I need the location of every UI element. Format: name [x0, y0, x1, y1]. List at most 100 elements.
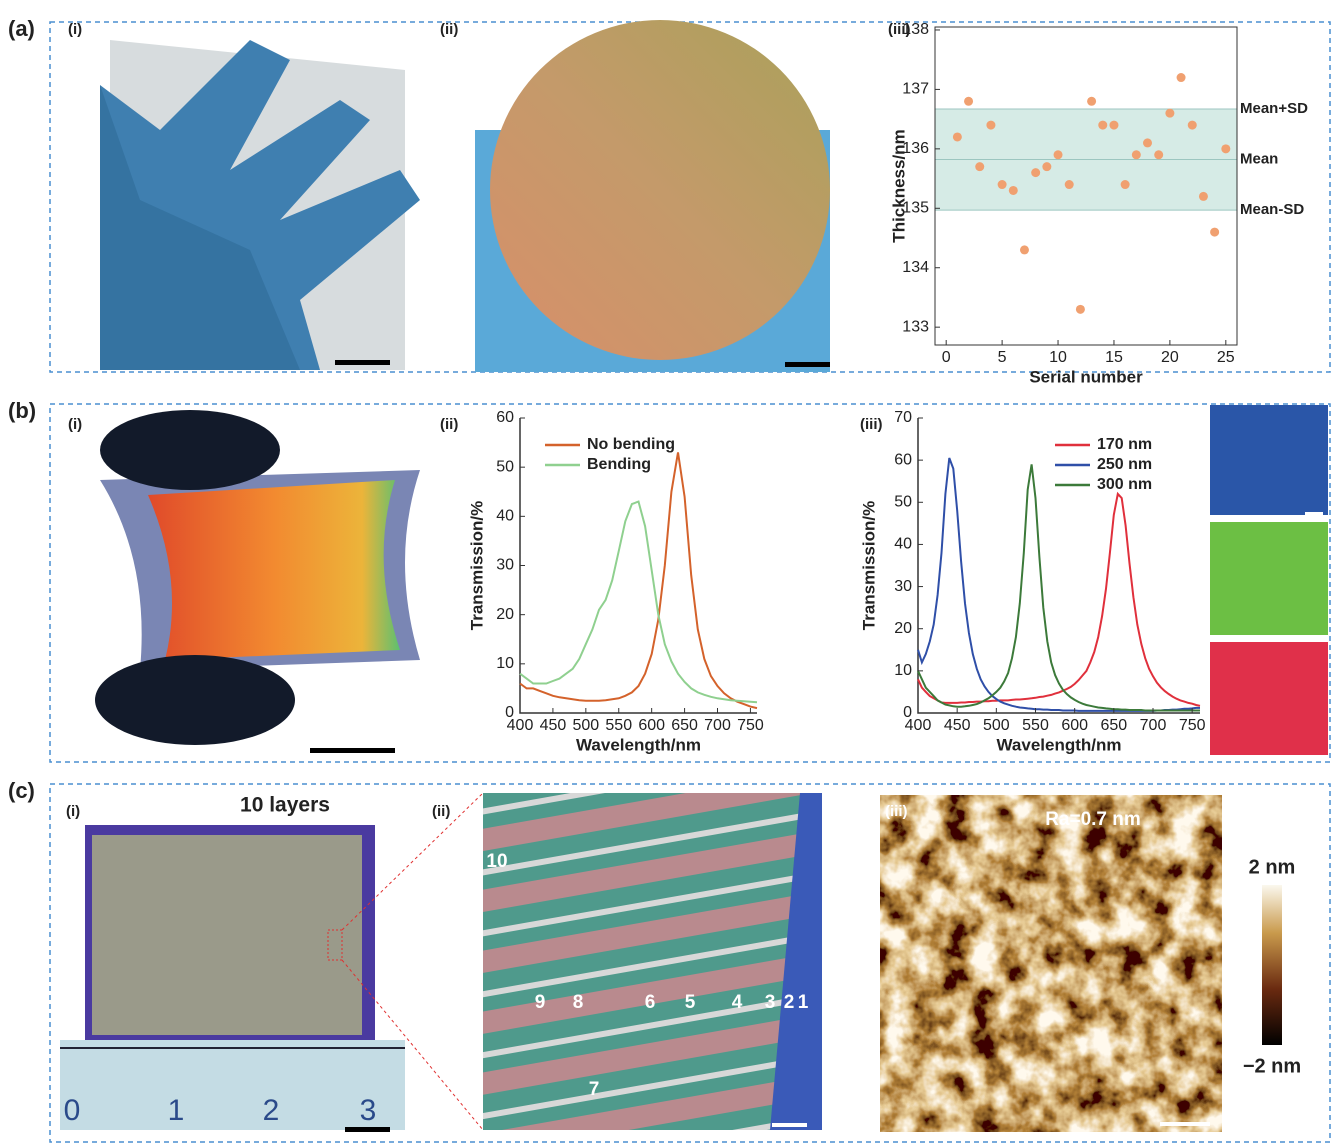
- y-tick-label: 60: [496, 409, 514, 426]
- y-tick-label: 50: [496, 458, 514, 475]
- point: [953, 132, 962, 141]
- x-tick-label: 750: [737, 717, 764, 734]
- x-tick-label: 450: [540, 717, 567, 734]
- x-tick-label: 600: [638, 717, 665, 734]
- photo-film-glove: [95, 40, 420, 370]
- x-tick-label: 600: [1061, 717, 1088, 734]
- y-tick-label: 20: [894, 620, 912, 637]
- y-axis-title: Transmission/%: [467, 501, 486, 630]
- x-tick-label: 15: [1105, 349, 1123, 366]
- point: [1143, 138, 1152, 147]
- panel-label: (b): [8, 398, 36, 423]
- point: [1076, 305, 1085, 314]
- point: [1221, 144, 1230, 153]
- y-axis-title: Thickness/nm: [889, 129, 908, 242]
- layer-number: 1: [798, 992, 809, 1013]
- point: [986, 121, 995, 130]
- x-tick-label: 700: [704, 717, 731, 734]
- point: [1087, 97, 1096, 106]
- ruler-number: 2: [263, 1094, 280, 1127]
- point: [1210, 228, 1219, 237]
- reference-label: Mean: [1240, 151, 1278, 168]
- point: [1054, 150, 1063, 159]
- legend-label: 170 nm: [1097, 436, 1152, 453]
- series-line: [520, 502, 757, 703]
- subpanel-label: (i): [66, 803, 80, 820]
- point: [1109, 121, 1118, 130]
- subpanel-label: (ii): [440, 416, 458, 433]
- y-tick-label: 138: [902, 21, 929, 38]
- point: [1065, 180, 1074, 189]
- point: [1165, 109, 1174, 118]
- subpanel-label: (iii): [885, 803, 908, 820]
- x-axis-title: Serial number: [1029, 367, 1143, 386]
- x-axis-title: Wavelength/nm: [576, 735, 701, 754]
- x-tick-label: 400: [905, 717, 932, 734]
- y-tick-label: 70: [894, 409, 912, 426]
- legend-label: 250 nm: [1097, 456, 1152, 473]
- reference-label: Mean+SD: [1240, 100, 1308, 117]
- y-tick-label: 10: [894, 662, 912, 679]
- y-tick-label: 50: [894, 494, 912, 511]
- series-line: [520, 452, 757, 708]
- layer-number: 10: [486, 851, 507, 872]
- series-line: [918, 494, 1200, 706]
- ruler-number: 1: [168, 1094, 185, 1127]
- photo-multilayer: [60, 793, 483, 1132]
- x-tick-label: 5: [998, 349, 1007, 366]
- y-tick-label: 134: [902, 259, 929, 276]
- x-tick-label: 25: [1217, 349, 1235, 366]
- y-tick-label: 137: [902, 81, 929, 98]
- y-tick-label: 40: [496, 508, 514, 525]
- x-tick-label: 550: [1022, 717, 1049, 734]
- caption: 10 layers: [240, 794, 330, 817]
- y-tick-label: 30: [496, 557, 514, 574]
- layer-number: 2: [784, 992, 795, 1013]
- colorbar-label: 2 nm: [1249, 856, 1296, 878]
- x-tick-label: 750: [1179, 717, 1206, 734]
- reference-label: Mean-SD: [1240, 201, 1304, 218]
- point: [1098, 121, 1107, 130]
- legend-label: Bending: [587, 456, 651, 473]
- point: [1154, 150, 1163, 159]
- layer-number: 9: [535, 992, 546, 1013]
- x-tick-label: 400: [507, 717, 534, 734]
- x-tick-label: 500: [983, 717, 1010, 734]
- point: [975, 162, 984, 171]
- point: [1031, 168, 1040, 177]
- x-tick-label: 500: [572, 717, 599, 734]
- photo-wafer: [475, 20, 830, 372]
- figure: (a) (b) (c) (i) (ii) (iii) (i) (ii) (iii…: [0, 0, 1335, 1144]
- legend-label: 300 nm: [1097, 476, 1152, 493]
- series-line: [918, 464, 1200, 710]
- panel-label: (c): [8, 778, 35, 803]
- point: [964, 97, 973, 106]
- subpanel-label: (iii): [860, 416, 883, 433]
- y-tick-label: 60: [894, 451, 912, 468]
- x-axis-title: Wavelength/nm: [997, 735, 1122, 754]
- afm-image: [880, 795, 1282, 1132]
- point: [998, 180, 1007, 189]
- layer-number: 7: [589, 1079, 600, 1100]
- y-tick-label: 20: [496, 606, 514, 623]
- legend-label: No bending: [587, 436, 675, 453]
- point: [1009, 186, 1018, 195]
- colorbar-label: −2 nm: [1243, 1055, 1301, 1077]
- roughness: Ra=0.7 nm: [1045, 809, 1141, 830]
- point: [1177, 73, 1186, 82]
- series-line: [918, 458, 1200, 711]
- color-swatches: [1210, 405, 1328, 755]
- layer-number: 6: [645, 992, 656, 1013]
- x-tick-label: 650: [671, 717, 698, 734]
- layer-number: 4: [732, 992, 743, 1013]
- ruler-number: 0: [64, 1094, 81, 1127]
- x-tick-label: 20: [1161, 349, 1179, 366]
- x-tick-label: 700: [1140, 717, 1167, 734]
- y-tick-label: 40: [894, 536, 912, 553]
- y-tick-label: 30: [894, 578, 912, 595]
- y-tick-label: 133: [902, 318, 929, 335]
- photo-bent-film: [90, 410, 425, 755]
- micrograph: [483, 793, 822, 1130]
- subpanel-label: (i): [68, 21, 82, 38]
- ruler-number: 3: [360, 1094, 377, 1127]
